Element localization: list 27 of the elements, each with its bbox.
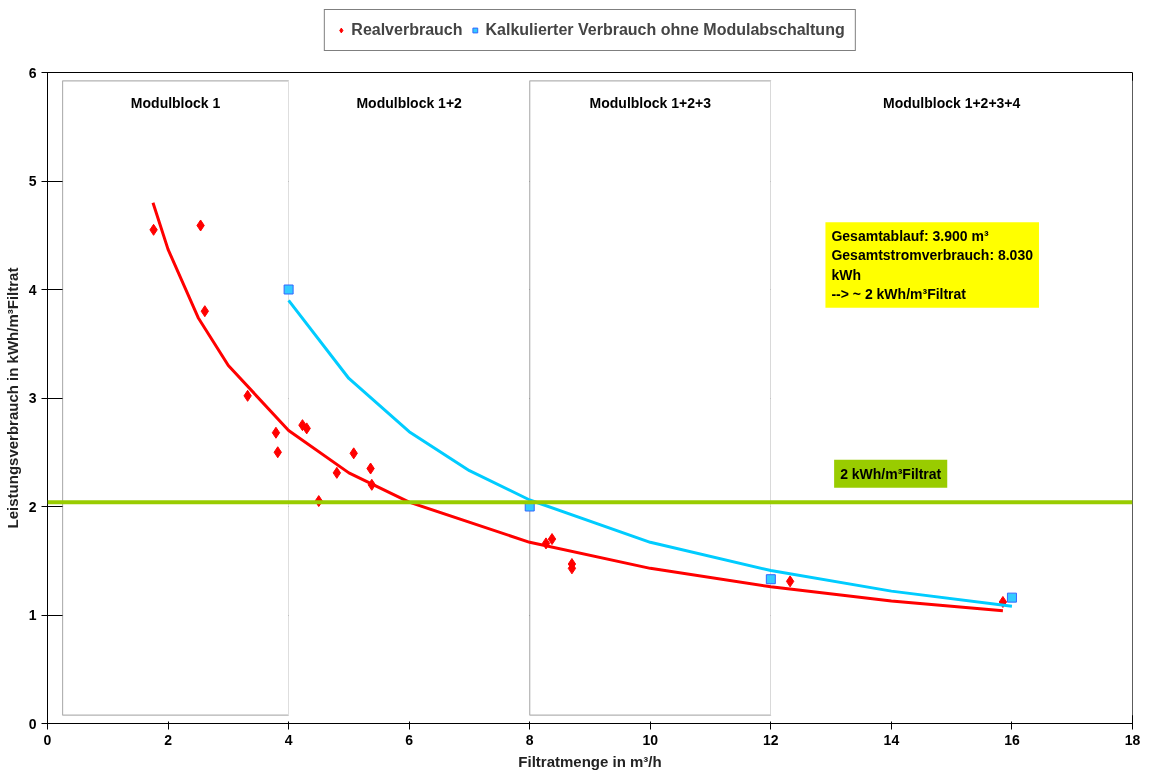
x-axis-title: Filtratmenge in m³/h: [518, 752, 662, 770]
x-tick-label: 12: [763, 731, 779, 748]
y-tick-label: 4: [28, 281, 37, 298]
y-tick-label: 3: [28, 390, 37, 406]
x-tick-label: 2: [164, 731, 173, 748]
x-tick-label: 4: [284, 731, 293, 748]
y-tick-label: 2: [28, 498, 37, 515]
band-label: Modulblock 1+2+3+4: [883, 95, 1021, 112]
x-tick-label: 16: [1004, 731, 1020, 748]
x-tick-label: 0: [43, 731, 52, 748]
y-tick-label: 5: [28, 173, 37, 189]
x-tick-label: 6: [405, 731, 414, 748]
y-axis-title: Leistungsverbrauch in kWh/m³Filtrat: [3, 267, 21, 529]
x-tick-label: 8: [525, 731, 534, 748]
y-tick-label: 6: [28, 64, 37, 81]
x-tick-label: 10: [642, 731, 659, 748]
x-tick-label: 18: [1124, 731, 1141, 748]
x-tick-label: 14: [883, 731, 900, 748]
band-label: Modulblock 1+2+3: [589, 95, 712, 112]
band-label: Modulblock 1+2: [356, 95, 463, 112]
legend-label: Realverbrauch: [351, 21, 463, 39]
ref-line-label: 2 kWh/m³Filtrat: [840, 465, 942, 482]
y-tick-label: 0: [28, 715, 37, 732]
legend-label: Kalkulierter Verbrauch ohne Modulabschaltung: [485, 21, 845, 39]
band-label: Modulblock 1: [130, 95, 221, 112]
y-tick-label: 1: [28, 607, 37, 623]
annotation: Gesamtablauf: 3.900 m³ Gesamtstromverbrauch: 8.030 kWh --> ~ 2 kWh/m³Filtrat: [831, 228, 1034, 302]
